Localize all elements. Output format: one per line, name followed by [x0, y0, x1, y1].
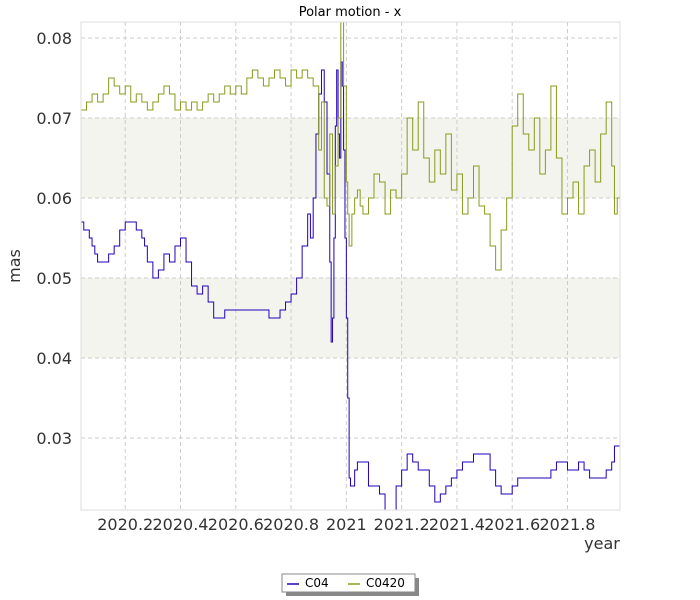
- plot-frame: [80, 21, 621, 511]
- x-tick-label: 2020.6: [208, 515, 264, 534]
- y-axis-ticks: 0.03 0.04 0.05 0.06 0.07 0.08: [36, 29, 72, 448]
- x-tick-label: 2021: [326, 515, 367, 534]
- x-tick-label: 2020.2: [97, 515, 153, 534]
- x-tick-label: 2020.4: [153, 515, 209, 534]
- grid: [81, 22, 620, 510]
- y-axis-label: mas: [5, 249, 24, 283]
- shaded-bands: [81, 118, 620, 358]
- legend-label-c04: C04: [305, 576, 329, 590]
- plot-background: [81, 22, 620, 510]
- y-tick-label: 0.04: [36, 349, 72, 368]
- series-line-c0420: [81, 21, 621, 271]
- y-tick-label: 0.07: [36, 109, 72, 128]
- series-line-c04: [81, 61, 620, 511]
- x-axis-label: year: [584, 534, 620, 553]
- legend-label-c0420: C0420: [366, 576, 405, 590]
- x-axis-ticks: 2020.2 2020.4 2020.6 2020.8 2021 2021.2 2021.4…: [97, 515, 595, 534]
- legend-box: [281, 573, 416, 593]
- x-tick-label: 2020.8: [263, 515, 319, 534]
- y-tick-label: 0.08: [36, 29, 72, 48]
- legend: C04 C0420: [281, 573, 419, 596]
- y-tick-label: 0.06: [36, 189, 72, 208]
- x-tick-label: 2021.2: [374, 515, 430, 534]
- shaded-band-0: [81, 278, 620, 358]
- chart-title: Polar motion - x: [299, 5, 402, 20]
- x-tick-label: 2021.6: [484, 515, 540, 534]
- x-tick-label: 2021.8: [539, 515, 595, 534]
- shaded-band-1: [81, 118, 620, 198]
- series-lines: [81, 21, 621, 511]
- x-tick-label: 2021.4: [429, 515, 485, 534]
- y-tick-label: 0.05: [36, 269, 72, 288]
- y-tick-label: 0.03: [36, 429, 72, 448]
